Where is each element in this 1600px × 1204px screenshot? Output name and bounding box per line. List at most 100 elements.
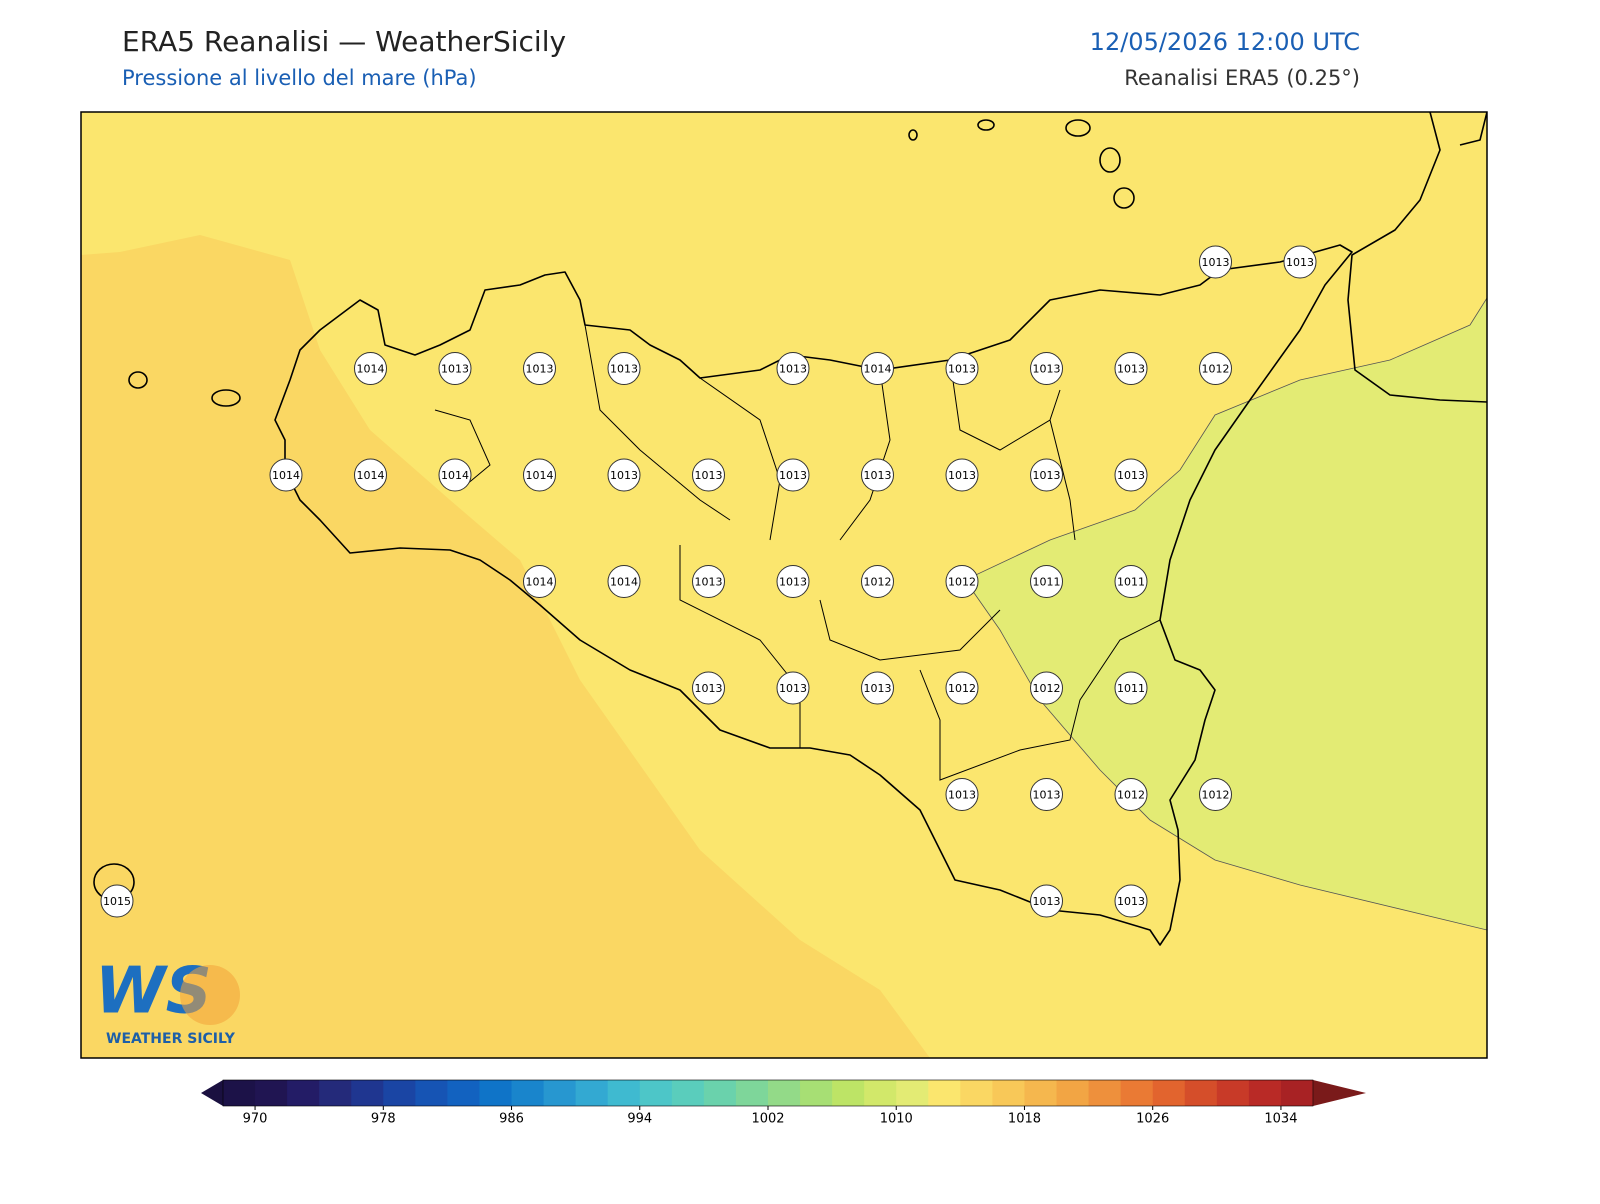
colorbar-bin <box>543 1080 577 1106</box>
island <box>908 129 918 141</box>
station-marker <box>1199 245 1232 279</box>
colorbar-bin <box>1120 1080 1154 1106</box>
station-marker <box>776 671 810 705</box>
station-label: 1013 <box>1033 895 1061 908</box>
colorbar-bin <box>639 1080 673 1106</box>
colorbar-bin <box>415 1080 448 1106</box>
colorbar-bin <box>607 1080 641 1106</box>
colorbar-bin <box>479 1080 513 1106</box>
station-label: 1014 <box>864 363 892 376</box>
colorbar-tick-label: 1018 <box>1008 1112 1041 1127</box>
colorbar-tick-label: 970 <box>243 1112 268 1127</box>
colorbar-bin <box>383 1080 416 1106</box>
island <box>1113 187 1135 209</box>
colorbar-bin <box>287 1080 320 1106</box>
station-marker <box>692 671 725 705</box>
station-marker <box>1030 352 1063 385</box>
station-label: 1012 <box>1033 682 1061 695</box>
station-marker <box>1030 565 1063 598</box>
colorbar-bin <box>511 1080 545 1106</box>
station-label: 1013 <box>948 363 976 376</box>
colorbar-bin <box>671 1080 705 1106</box>
map-frame <box>80 111 1488 1059</box>
station-marker <box>945 458 979 492</box>
colorbar-bin <box>447 1080 480 1106</box>
station-marker <box>523 352 556 385</box>
colorbar-bin <box>319 1080 352 1106</box>
station-marker <box>692 458 725 492</box>
station-label: 1013 <box>948 469 976 482</box>
colorbar-tick-label: 1002 <box>751 1112 784 1127</box>
colorbar-bin <box>832 1080 865 1106</box>
island <box>1099 147 1121 173</box>
station-marker <box>438 352 472 385</box>
station-label: 1013 <box>1202 256 1230 269</box>
colorbar-bin <box>768 1080 801 1106</box>
subtitle: Pressione al livello del mare (hPa) <box>122 66 477 90</box>
station-marker <box>1030 884 1063 918</box>
station-label: 1013 <box>1117 469 1145 482</box>
station-label: 1011 <box>1117 682 1145 695</box>
colorbar-bin <box>703 1080 737 1106</box>
station-marker <box>861 565 894 598</box>
island <box>128 371 148 389</box>
station-label: 1011 <box>1117 576 1145 589</box>
colorbar-bin <box>1152 1080 1186 1106</box>
colorbar-extend <box>1313 1080 1366 1106</box>
colorbar-bin <box>1088 1080 1122 1106</box>
station-marker <box>1114 458 1148 492</box>
colorbar-tick-label: 978 <box>371 1112 396 1127</box>
station-marker <box>945 671 979 705</box>
coastline <box>1347 112 1487 403</box>
colorbar-bin <box>223 1080 256 1106</box>
station-marker <box>945 778 979 811</box>
colorbar-bin <box>928 1080 961 1106</box>
colorbar-bin <box>735 1080 769 1106</box>
colorbar: 970 978 986 994 1002 1010 1018 1026 1034 <box>201 1079 1366 1127</box>
colorbar-bin <box>992 1080 1025 1106</box>
station-label: 1014 <box>272 469 300 482</box>
station-label: 1013 <box>1033 789 1061 802</box>
station-marker <box>776 352 810 385</box>
station-label: 1012 <box>1202 789 1230 802</box>
station-label: 1013 <box>610 363 638 376</box>
station-marker <box>354 458 387 492</box>
station-marker <box>438 458 472 492</box>
colorbar-bin <box>351 1080 384 1106</box>
station-label: 1014 <box>610 576 638 589</box>
station-label: 1012 <box>948 576 976 589</box>
colorbar-bin <box>1056 1080 1090 1106</box>
datetime: 12/05/2026 12:00 UTC <box>1090 28 1360 56</box>
station-label: 1013 <box>695 576 723 589</box>
station-label: 1013 <box>948 789 976 802</box>
colorbar-tick-label: 986 <box>499 1112 524 1127</box>
station-label: 1014 <box>526 576 554 589</box>
station-marker <box>861 458 894 492</box>
station-marker <box>861 352 894 385</box>
source: Reanalisi ERA5 (0.25°) <box>1124 66 1360 90</box>
station-marker <box>1114 565 1148 598</box>
station-marker <box>1114 352 1148 385</box>
station-label: 1013 <box>864 682 892 695</box>
station-marker <box>945 565 979 598</box>
station-label: 1014 <box>357 469 385 482</box>
station-label: 1012 <box>948 682 976 695</box>
station-marker <box>1283 245 1317 279</box>
station-label: 1013 <box>779 576 807 589</box>
station-marker <box>523 565 556 598</box>
station-label: 1013 <box>779 363 807 376</box>
station-marker <box>1114 778 1148 811</box>
station-label: 1014 <box>441 469 469 482</box>
station-label: 1014 <box>526 469 554 482</box>
station-marker <box>1030 671 1063 705</box>
colorbar-bin <box>1216 1080 1250 1106</box>
station-label: 1013 <box>695 469 723 482</box>
station-marker <box>100 884 134 918</box>
station-label: 1013 <box>864 469 892 482</box>
stations: 1013 1013 1014 1013 1013 1013 1013 1014 1013 1013… <box>100 245 1317 918</box>
station-label: 1012 <box>1117 789 1145 802</box>
pressure-band <box>81 235 930 1058</box>
coastline <box>1459 112 1487 146</box>
